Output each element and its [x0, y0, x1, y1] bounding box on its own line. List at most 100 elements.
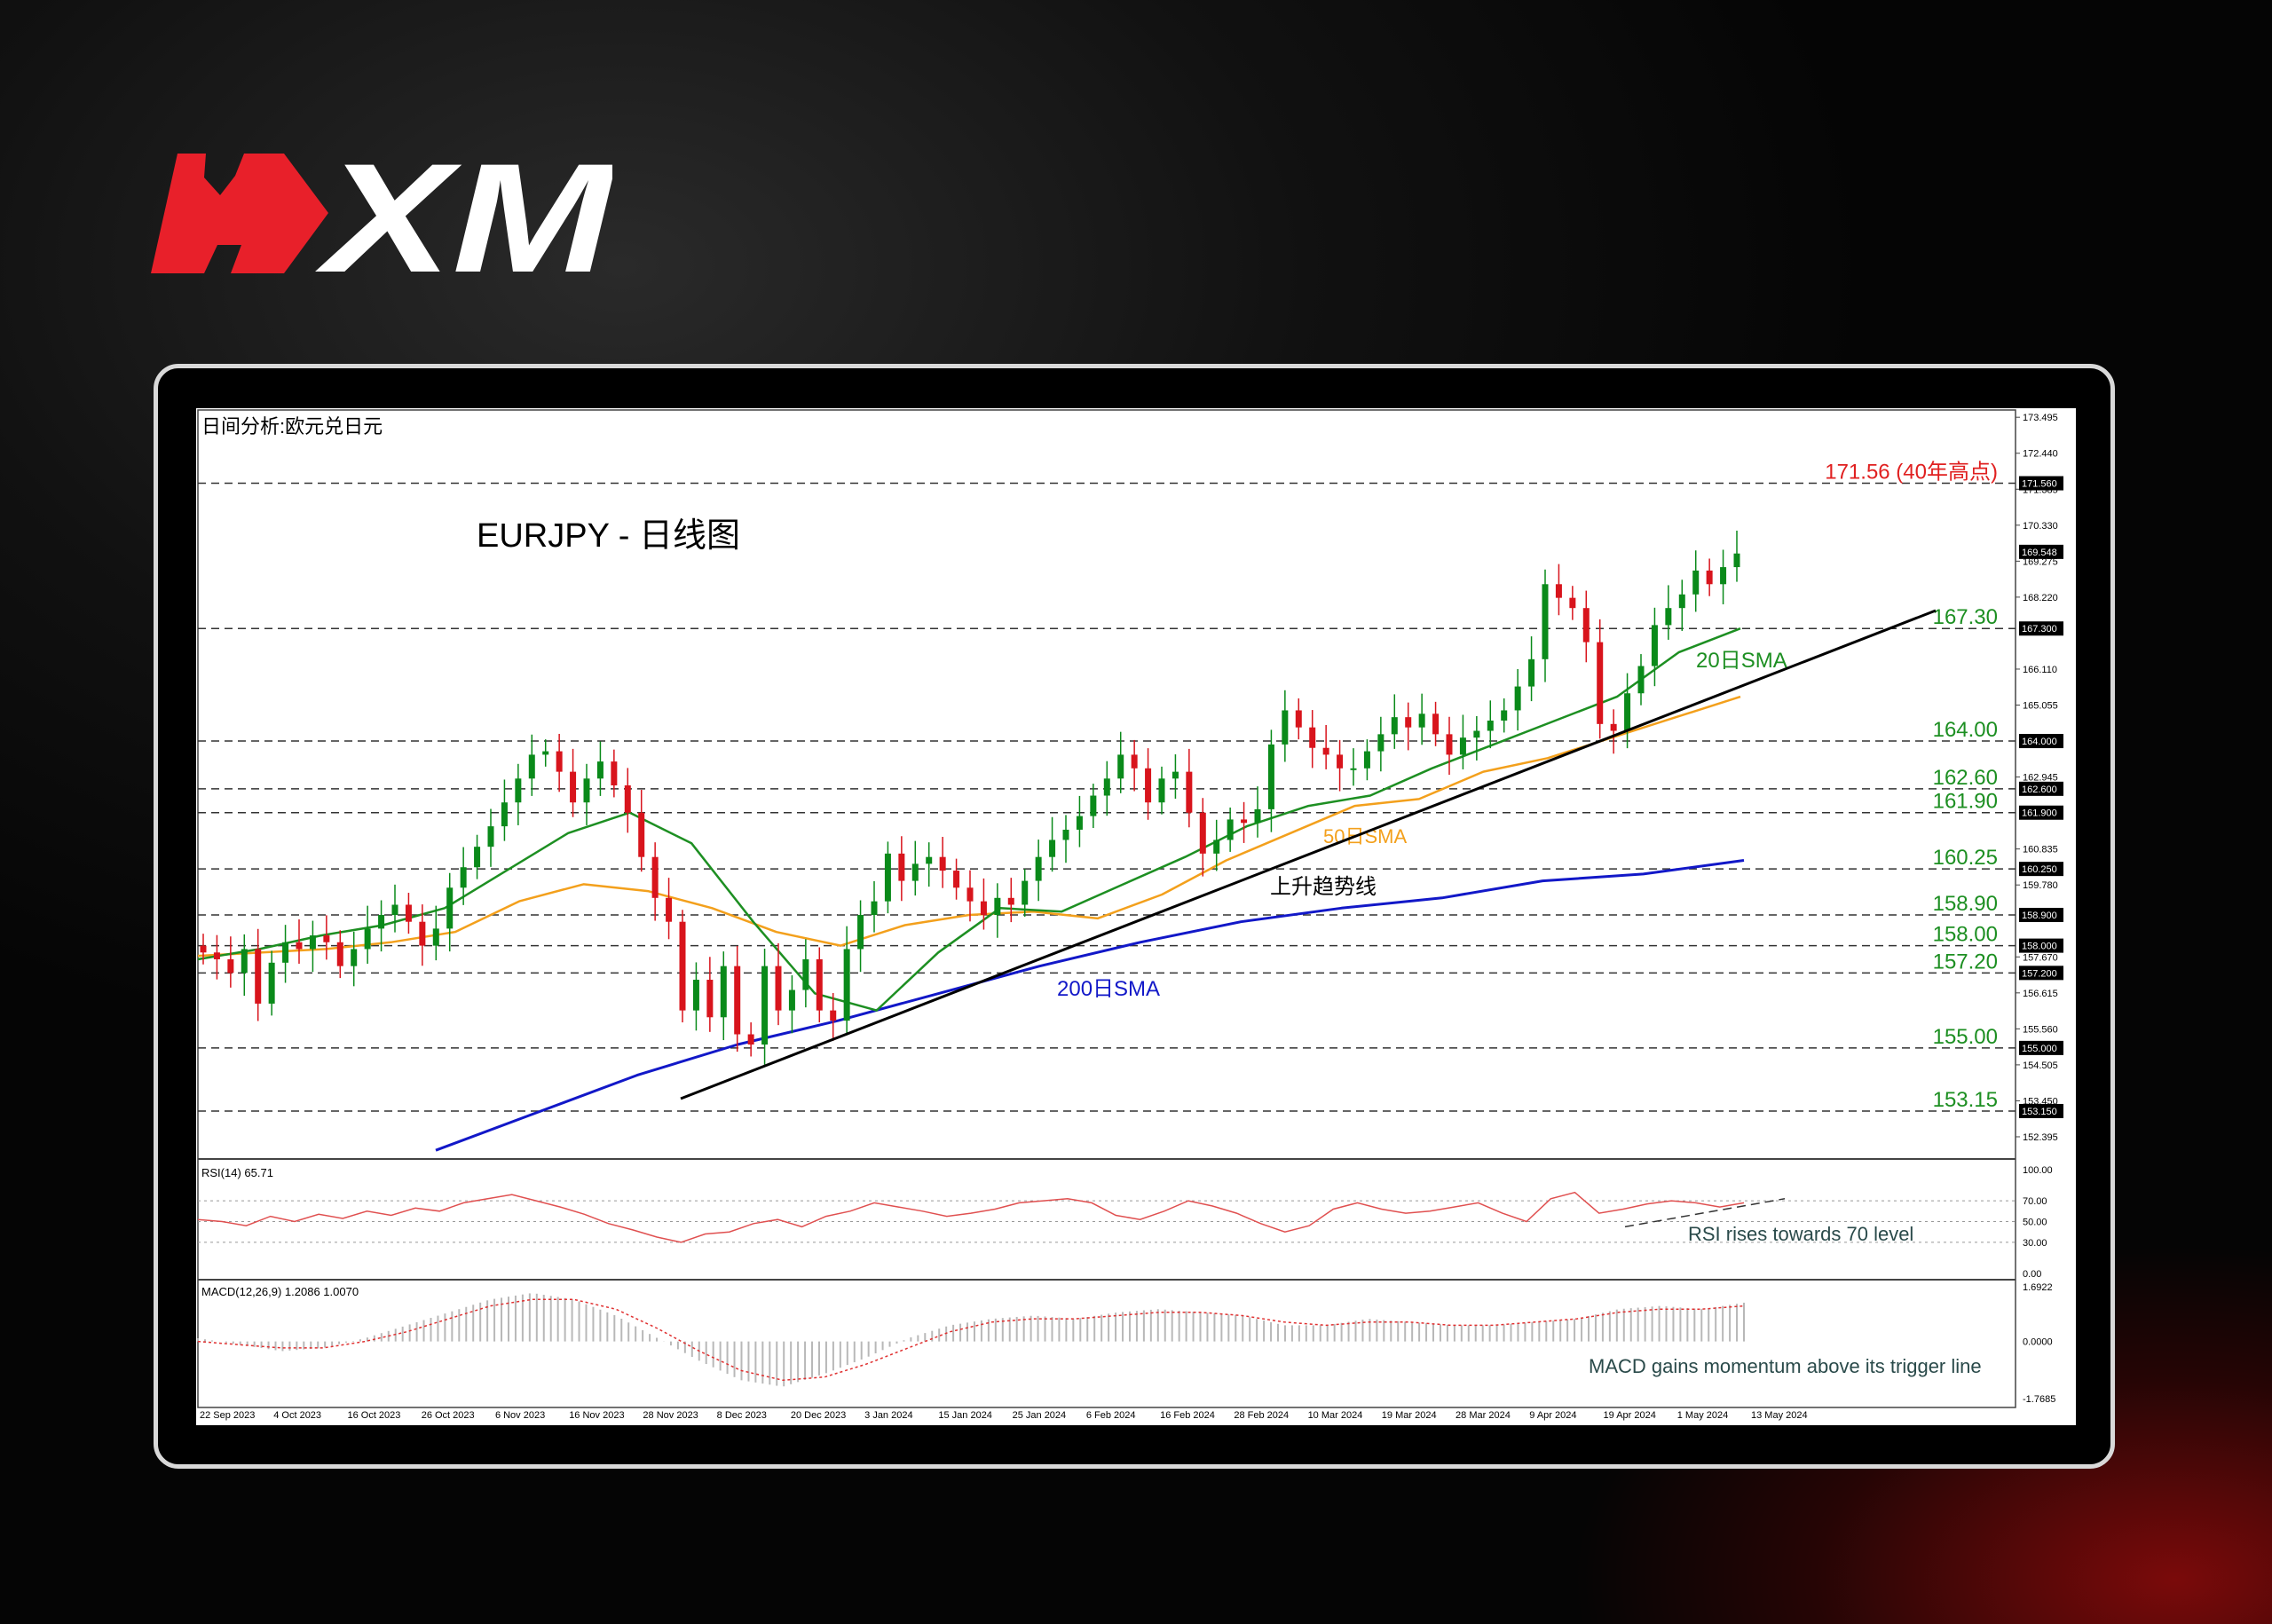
y-tick-label: 159.780 [2023, 880, 2058, 891]
price-box-label: 158.900 [2022, 911, 2057, 921]
candle-body [1363, 751, 1370, 769]
candle-body [227, 958, 234, 974]
candle-body [1418, 713, 1425, 728]
x-tick-label: 6 Nov 2023 [495, 1410, 545, 1421]
sma200-path [435, 859, 1745, 1152]
candle-body [556, 751, 563, 772]
brand-name: XM [314, 149, 612, 275]
candle-body [884, 853, 891, 902]
price-box [2019, 734, 2063, 749]
candle-body [1487, 720, 1494, 731]
candle-body [1459, 737, 1466, 755]
candle-body [1213, 840, 1220, 854]
rsi-line [197, 1191, 1745, 1243]
eurjpy-chart: 日间分析:欧元兑日元 EURJPY - 日线图 RSI(14) 65.71 MA… [197, 409, 2063, 1421]
y-tick-label: 169.275 [2023, 556, 2058, 567]
candle-body [282, 942, 289, 963]
candle-body [788, 989, 795, 1011]
x-tick-label: 20 Dec 2023 [791, 1410, 846, 1421]
x-tick-label: 16 Feb 2024 [1160, 1410, 1215, 1421]
price-box-label: 160.250 [2022, 864, 2057, 875]
candle-body [528, 754, 535, 779]
price-axis: 173.495172.440171.385170.330169.275168.2… [2016, 413, 2058, 1143]
candle-body [1172, 771, 1179, 779]
candle-body [1665, 608, 1672, 626]
candle-body [1022, 880, 1029, 905]
price-box-label: 171.560 [2022, 479, 2057, 490]
chart-title-cn: 日间分析:欧元兑日元 [201, 415, 383, 438]
candle-body [570, 771, 577, 803]
x-tick-label: 13 May 2024 [1751, 1410, 1808, 1421]
candle-body [720, 966, 727, 1018]
candle-body [1322, 747, 1329, 755]
candle-body [213, 952, 220, 959]
x-tick-label: 22 Sep 2023 [200, 1410, 255, 1421]
candle-body [1007, 897, 1014, 905]
y-tick-label: 172.440 [2023, 449, 2058, 460]
price-box-label: 169.548 [2022, 548, 2057, 558]
price-box-label: 155.000 [2022, 1044, 2057, 1054]
candle-body [487, 826, 494, 847]
candle-body [1227, 819, 1234, 840]
candle-body [596, 761, 604, 779]
candle-body [1377, 734, 1384, 752]
y-tick-label: 152.395 [2023, 1132, 2058, 1143]
xm-logo: XM [151, 149, 612, 275]
x-tick-label: 6 Feb 2024 [1086, 1410, 1136, 1421]
candle-body [1295, 710, 1302, 728]
candle-body [583, 778, 590, 803]
candle-body [624, 785, 631, 813]
uptrend-line [680, 609, 1937, 1100]
price-box [2019, 805, 2063, 820]
sma20-path [197, 627, 1741, 1012]
candle-body [1405, 717, 1412, 728]
candle-body [802, 958, 809, 990]
candle-body [200, 945, 207, 953]
candle-body [1131, 754, 1138, 769]
rsi-tick-label: 50.00 [2023, 1218, 2047, 1228]
chart-subtitle: EURJPY - 日线图 [477, 517, 740, 555]
candle-body [1090, 795, 1097, 816]
candle-body [474, 847, 481, 868]
macd-label: MACD(12,26,9) 1.2086 1.0070 [201, 1285, 359, 1298]
candle-body [1555, 584, 1562, 598]
candle-body [460, 867, 467, 888]
x-tick-label: 3 Jan 2024 [864, 1410, 912, 1421]
candle-body [692, 980, 699, 1011]
candle-body [1432, 713, 1440, 735]
x-tick-label: 28 Nov 2023 [643, 1410, 698, 1421]
candle-body [611, 761, 618, 785]
candle-body [816, 958, 823, 1011]
sma20-label: 20日SMA [1696, 649, 1787, 673]
candle-body [1309, 727, 1316, 748]
price-boxes: 171.560 169.548 167.300 164.000 162.600 161.9… [2019, 476, 2063, 1118]
candle-body [953, 871, 960, 888]
candle-body [706, 980, 714, 1018]
x-tick-label: 1 May 2024 [1677, 1410, 1728, 1421]
price-box [2019, 1103, 2063, 1118]
candle-body [241, 949, 248, 974]
sma50-path [197, 695, 1741, 958]
candle-body [1706, 570, 1713, 585]
x-tick-label: 28 Feb 2024 [1234, 1410, 1289, 1421]
price-box [2019, 908, 2063, 923]
level-label: 164.00 [1933, 718, 1998, 742]
x-tick-label: 8 Dec 2023 [717, 1410, 767, 1421]
price-box-label: 164.000 [2022, 737, 2057, 747]
candle-body [1678, 594, 1685, 609]
x-tick-label: 19 Apr 2024 [1604, 1410, 1656, 1421]
price-box-label: 162.600 [2022, 784, 2057, 795]
macd-annotation: MACD gains momentum above its trigger li… [1589, 1355, 1982, 1377]
y-tick-label: 168.220 [2023, 593, 2058, 603]
y-tick-label: 166.110 [2023, 665, 2057, 675]
candle-body [364, 928, 371, 950]
rsi-tick-label: 0.00 [2023, 1269, 2041, 1280]
price-box [2019, 621, 2063, 636]
level-label: 162.60 [1933, 766, 1998, 790]
rsi-label: RSI(14) 65.71 [201, 1166, 273, 1179]
candle-body [542, 751, 549, 755]
candle-body [994, 897, 1001, 916]
y-tick-label: 165.055 [2023, 701, 2058, 712]
level-label: 158.90 [1933, 892, 1998, 916]
x-tick-label: 19 Mar 2024 [1382, 1410, 1437, 1421]
